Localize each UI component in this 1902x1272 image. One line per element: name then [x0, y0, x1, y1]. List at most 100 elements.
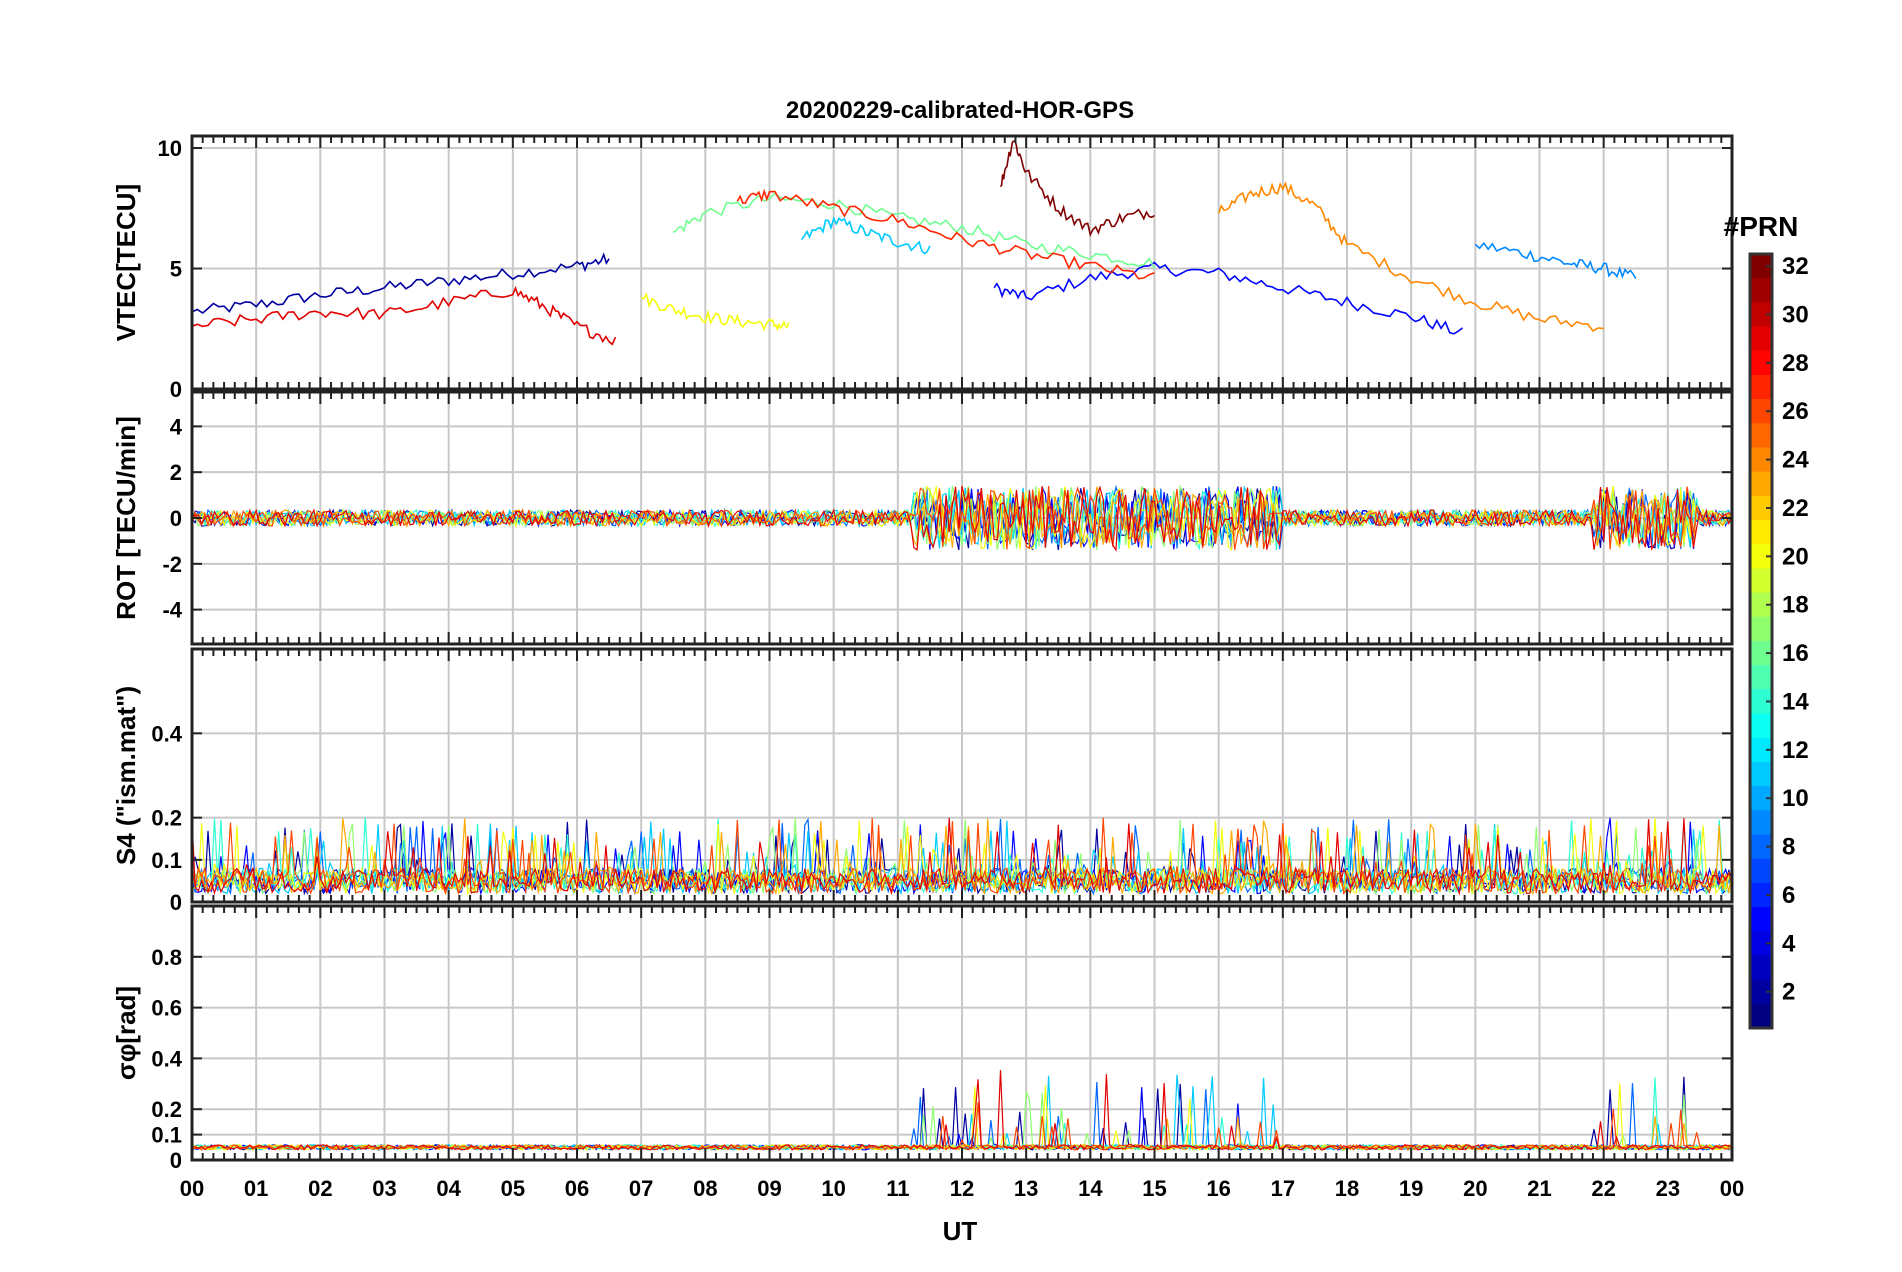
x-tick-label: 15 — [1142, 1176, 1166, 1201]
colorbar-segment — [1750, 350, 1772, 376]
x-tick-label: 20 — [1463, 1176, 1487, 1201]
x-tick-label: 09 — [757, 1176, 781, 1201]
x-tick-label: 01 — [244, 1176, 268, 1201]
y-tick-label: -2 — [162, 552, 182, 577]
colorbar-segment — [1750, 810, 1772, 835]
colorbar-segment — [1750, 955, 1772, 981]
colorbar-segment — [1750, 544, 1772, 569]
y-tick-label: 0 — [170, 506, 182, 531]
colorbar-segment — [1750, 447, 1772, 473]
x-tick-label: 21 — [1527, 1176, 1551, 1201]
s4-trace-prn-29 — [192, 817, 1732, 896]
y-tick-label: 2 — [170, 460, 182, 485]
x-tick-label: 06 — [565, 1176, 589, 1201]
colorbar-tick-label: 20 — [1782, 543, 1809, 570]
y-axis-label: ROT [TECU/min] — [111, 416, 141, 620]
y-tick-label: 0.8 — [151, 945, 182, 970]
panel-vtec: 0 5 10 VTEC[TECU] — [111, 134, 1734, 402]
x-tick-label: 18 — [1335, 1176, 1359, 1201]
colorbar-segment — [1750, 520, 1772, 545]
rot-trace-prn-23 — [192, 486, 1732, 549]
colorbar-segment — [1750, 326, 1772, 352]
colorbar-title: #PRN — [1724, 211, 1799, 242]
y-tick-label: 0.6 — [151, 996, 182, 1021]
chart-title: 20200229-calibrated-HOR-GPS — [786, 97, 1134, 124]
grid — [192, 649, 1732, 902]
x-tick-label: 16 — [1206, 1176, 1230, 1201]
colorbar-segment — [1750, 834, 1772, 860]
colorbar-tick-label: 24 — [1782, 447, 1809, 474]
vtec-trace-prn-2 — [192, 252, 610, 315]
traces — [192, 484, 1732, 552]
y-axis-label: VTEC[TECU] — [111, 184, 141, 341]
panel-s4: 0 0.1 0.2 0.4 S4 ("ism.mat") — [111, 647, 1734, 915]
colorbar-segment — [1750, 689, 1772, 715]
y-tick-label: 10 — [158, 136, 182, 161]
x-tick-label: 05 — [501, 1176, 525, 1201]
vtec-trace-prn-16 — [672, 192, 1156, 269]
y-axis-label: S4 ("ism.mat") — [111, 686, 141, 865]
vtec-trace-prn-20 — [640, 292, 790, 332]
vtec-trace-prn-24 — [1217, 181, 1604, 332]
colorbar-tick-label: 30 — [1782, 301, 1809, 328]
colorbar-tick-label: 2 — [1782, 979, 1795, 1006]
x-tick-label: 04 — [436, 1176, 461, 1201]
colorbar-segment — [1750, 495, 1772, 521]
colorbar-frame — [1748, 252, 1774, 1030]
colorbar-segment — [1750, 907, 1772, 932]
x-tick-label: 23 — [1656, 1176, 1680, 1201]
colorbar-tick-label: 16 — [1782, 640, 1809, 667]
y-tick-label: 0 — [170, 890, 182, 915]
x-ticks — [191, 392, 1733, 644]
colorbar-tick-label: 28 — [1782, 350, 1809, 377]
colorbar-tick-label: 4 — [1782, 930, 1796, 957]
colorbar-segment — [1750, 399, 1772, 424]
x-tick-label: 13 — [1014, 1176, 1038, 1201]
x-tick-label: 11 — [886, 1176, 909, 1201]
colorbar-segment — [1750, 858, 1772, 884]
colorbar-segment — [1750, 1003, 1772, 1029]
colorbar-tick-label: 12 — [1782, 737, 1809, 764]
y-axis-label: σφ[rad] — [111, 986, 141, 1080]
colorbar-segment — [1750, 592, 1772, 618]
colorbar-segment — [1750, 786, 1772, 811]
x-tick-label: 00 — [1720, 1176, 1744, 1201]
x-tick-label: 08 — [693, 1176, 717, 1201]
y-tick-label: 0.2 — [151, 806, 182, 831]
vtec-trace-prn-29 — [192, 285, 617, 346]
colorbar-tick-label: 6 — [1782, 882, 1795, 909]
x-ticks — [191, 649, 1733, 902]
y-tick-label: 5 — [170, 257, 182, 282]
s4-trace-prn-17 — [192, 817, 1732, 896]
colorbar-segment — [1750, 302, 1772, 328]
y-tick-label: 0 — [170, 377, 182, 402]
vtec-trace-prn-11 — [800, 216, 931, 255]
colorbar-segment — [1750, 254, 1772, 279]
y-tick-label: 0.4 — [151, 1046, 182, 1071]
x-tick-label: 10 — [821, 1176, 845, 1201]
colorbar-segment — [1750, 616, 1772, 642]
colorbar-tick-label: 22 — [1782, 495, 1809, 522]
y-tick-label: 4 — [170, 414, 183, 439]
colorbar-segment — [1750, 423, 1772, 448]
colorbar-segment — [1750, 713, 1772, 739]
x-tick-label: 19 — [1399, 1176, 1423, 1201]
colorbar-segment — [1750, 665, 1772, 690]
vtec-trace-prn-5 — [993, 261, 1463, 335]
grid — [192, 906, 1732, 1160]
vtec-trace-prn-9 — [1474, 241, 1637, 279]
colorbar-tick-label: 14 — [1782, 688, 1809, 715]
traces — [192, 140, 1637, 346]
x-tick-label: 12 — [950, 1176, 974, 1201]
colorbar-tick-label: 32 — [1782, 253, 1809, 280]
x-axis-label: UT — [943, 1216, 978, 1246]
x-ticks — [191, 136, 1733, 389]
colorbar-tick-label: 18 — [1782, 592, 1809, 619]
colorbar-segment — [1750, 278, 1772, 303]
y-tick-label: 0 — [170, 1148, 182, 1173]
y-tick-label: 0.1 — [151, 848, 182, 873]
x-tick-label: 03 — [372, 1176, 396, 1201]
